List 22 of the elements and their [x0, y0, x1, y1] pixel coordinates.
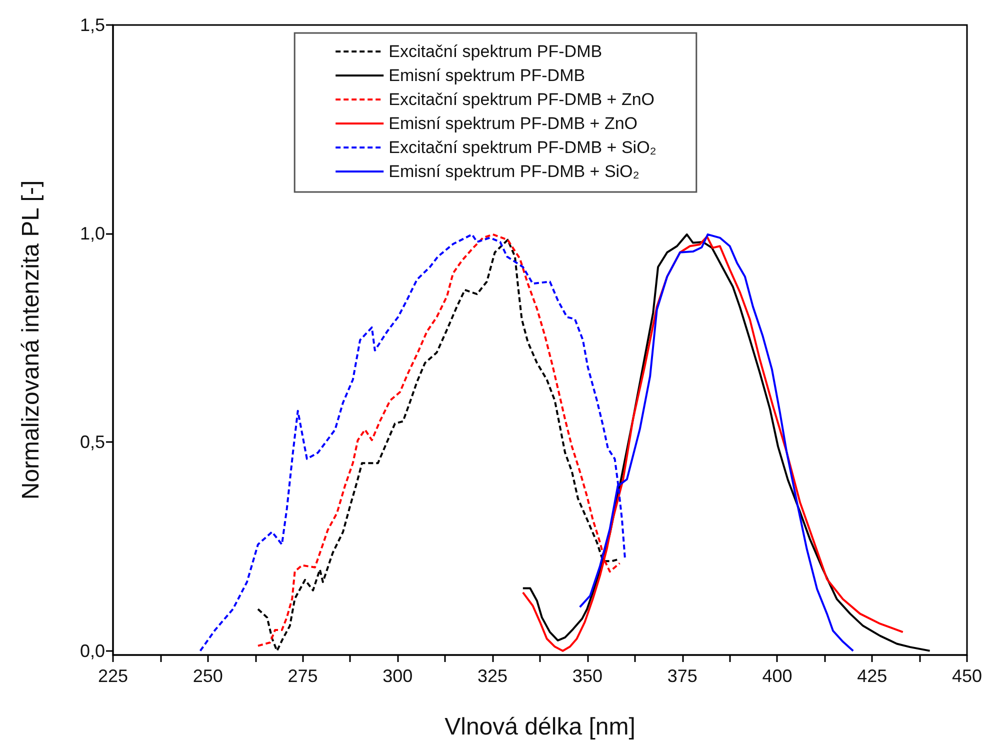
y-axis-title: Normalizovaná intenzita PL [-] [18, 180, 44, 500]
x-tick-label: 225 [98, 666, 128, 686]
x-tick-label: 425 [857, 666, 888, 686]
y-tick-label: 1,0 [80, 224, 105, 244]
x-tick-label: 400 [762, 666, 792, 686]
legend-label: Emisní spektrum PF-DMB + SiO₂ [388, 162, 640, 181]
y-tick-label: 1,5 [80, 15, 105, 35]
x-tick-label: 450 [952, 666, 982, 686]
x-tick-label: 325 [478, 666, 508, 686]
x-tick-label: 300 [382, 666, 413, 686]
x-tick-label: 375 [667, 666, 698, 686]
x-axis-title: Vlnová délka [nm] [444, 714, 636, 740]
legend-label: Excitační spektrum PF-DMB [388, 42, 602, 61]
y-tick-label: 0,5 [80, 432, 105, 452]
x-tick-label: 250 [192, 666, 223, 686]
x-tick-label: 275 [288, 666, 318, 686]
y-tick-label: 0,0 [80, 640, 105, 661]
x-tick-label: 350 [572, 666, 602, 686]
legend-label: Emisní spektrum PF-DMB + ZnO [388, 114, 638, 133]
legend-label: Emisní spektrum PF-DMB [388, 66, 586, 85]
legend-label: Excitační spektrum PF-DMB + SiO₂ [388, 138, 656, 157]
legend-label: Excitační spektrum PF-DMB + ZnO [388, 90, 655, 109]
